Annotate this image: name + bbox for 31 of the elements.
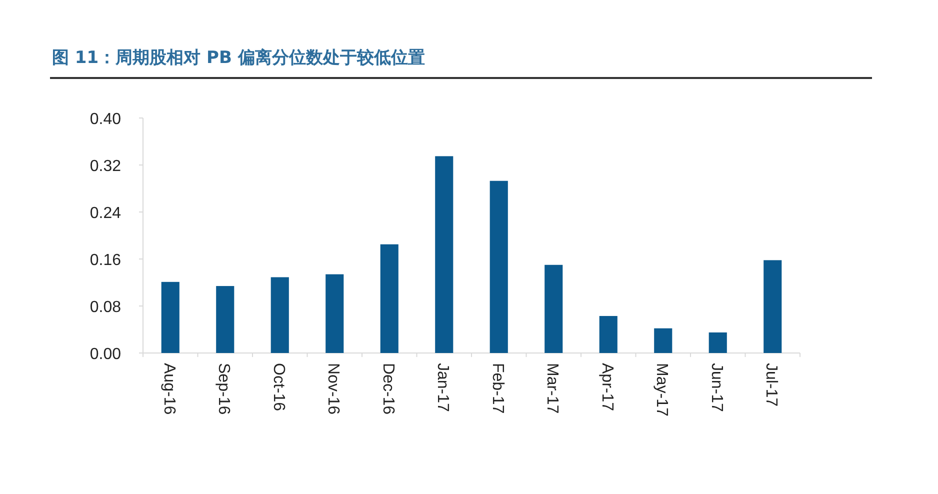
y-tick-label: 0.16 — [90, 252, 122, 269]
x-tick-label: Sep-16 — [215, 363, 232, 415]
bar — [764, 260, 782, 353]
x-tick-label: Mar-17 — [544, 363, 561, 414]
x-tick-label: Aug-16 — [160, 363, 178, 415]
x-tick-label: Jul-17 — [762, 363, 780, 407]
bar — [599, 316, 618, 353]
y-tick-label: 0.00 — [90, 346, 122, 363]
x-tick-label: Feb-17 — [488, 363, 506, 414]
x-tick-label: Jan-17 — [434, 363, 452, 412]
x-tick-label: Oct-16 — [270, 363, 287, 412]
bar — [270, 277, 289, 353]
x-tick-label: Apr-17 — [598, 363, 616, 412]
bar — [216, 286, 234, 353]
bar — [544, 264, 563, 353]
y-tick-label: 0.24 — [90, 205, 122, 222]
bar — [380, 244, 398, 353]
bar — [654, 328, 672, 353]
x-tick-label: Nov-16 — [324, 363, 342, 415]
bar — [708, 332, 727, 353]
bar — [161, 282, 180, 353]
bar — [326, 274, 344, 353]
bar — [490, 180, 508, 353]
y-tick-label: 0.08 — [90, 299, 122, 316]
x-tick-label: Jun-17 — [708, 363, 725, 412]
x-tick-label: Dec-16 — [379, 363, 396, 415]
bar — [435, 156, 454, 353]
y-tick-label: 0.32 — [90, 158, 122, 175]
x-tick-label: May-17 — [653, 363, 670, 416]
y-tick-label: 0.40 — [90, 111, 122, 128]
chart-title: 图 11：周期股相对 PB 偏离分位数处于较低位置 — [52, 48, 425, 68]
